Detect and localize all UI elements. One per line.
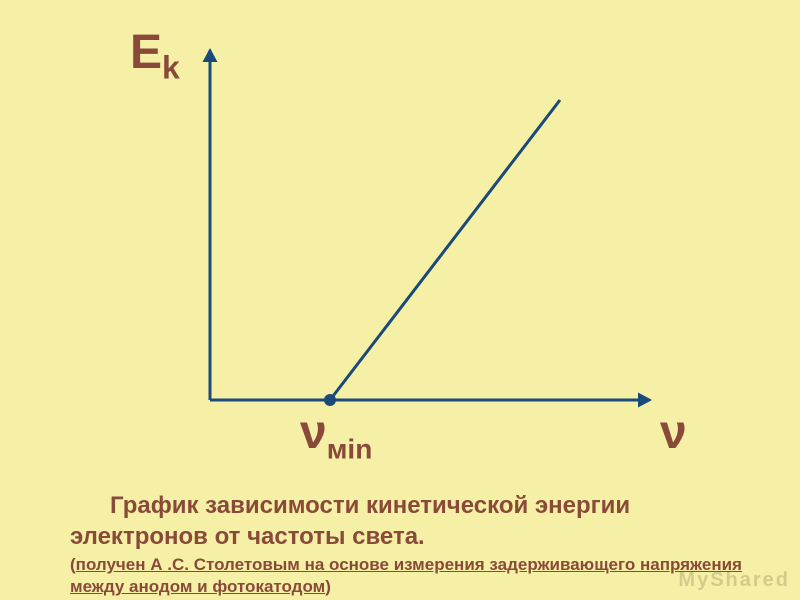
y-axis-symbol: E bbox=[130, 26, 162, 79]
y-axis-arrow bbox=[203, 48, 218, 62]
watermark: MyShared bbox=[678, 569, 790, 592]
x-origin-subscript: мin bbox=[327, 434, 373, 465]
caption-note: (получен А .С. Столетовым на основе изме… bbox=[70, 554, 750, 598]
y-axis-subscript: k bbox=[162, 50, 180, 86]
data-line bbox=[330, 100, 560, 400]
caption-note-text: получен А .С. Столетовым на основе измер… bbox=[70, 555, 742, 596]
chart-svg bbox=[180, 40, 660, 430]
x-axis-label: ν bbox=[660, 405, 687, 460]
caption: График зависимости кинетической энергии … bbox=[70, 490, 750, 599]
caption-main: График зависимости кинетической энергии … bbox=[70, 490, 750, 552]
x-axis-symbol: ν bbox=[660, 406, 687, 459]
x-axis-arrow bbox=[638, 393, 652, 408]
chart-area bbox=[180, 40, 660, 430]
x-origin-symbol: ν bbox=[300, 406, 327, 459]
x-origin-label: νмin bbox=[300, 405, 372, 466]
y-axis-label: Ek bbox=[130, 25, 180, 87]
